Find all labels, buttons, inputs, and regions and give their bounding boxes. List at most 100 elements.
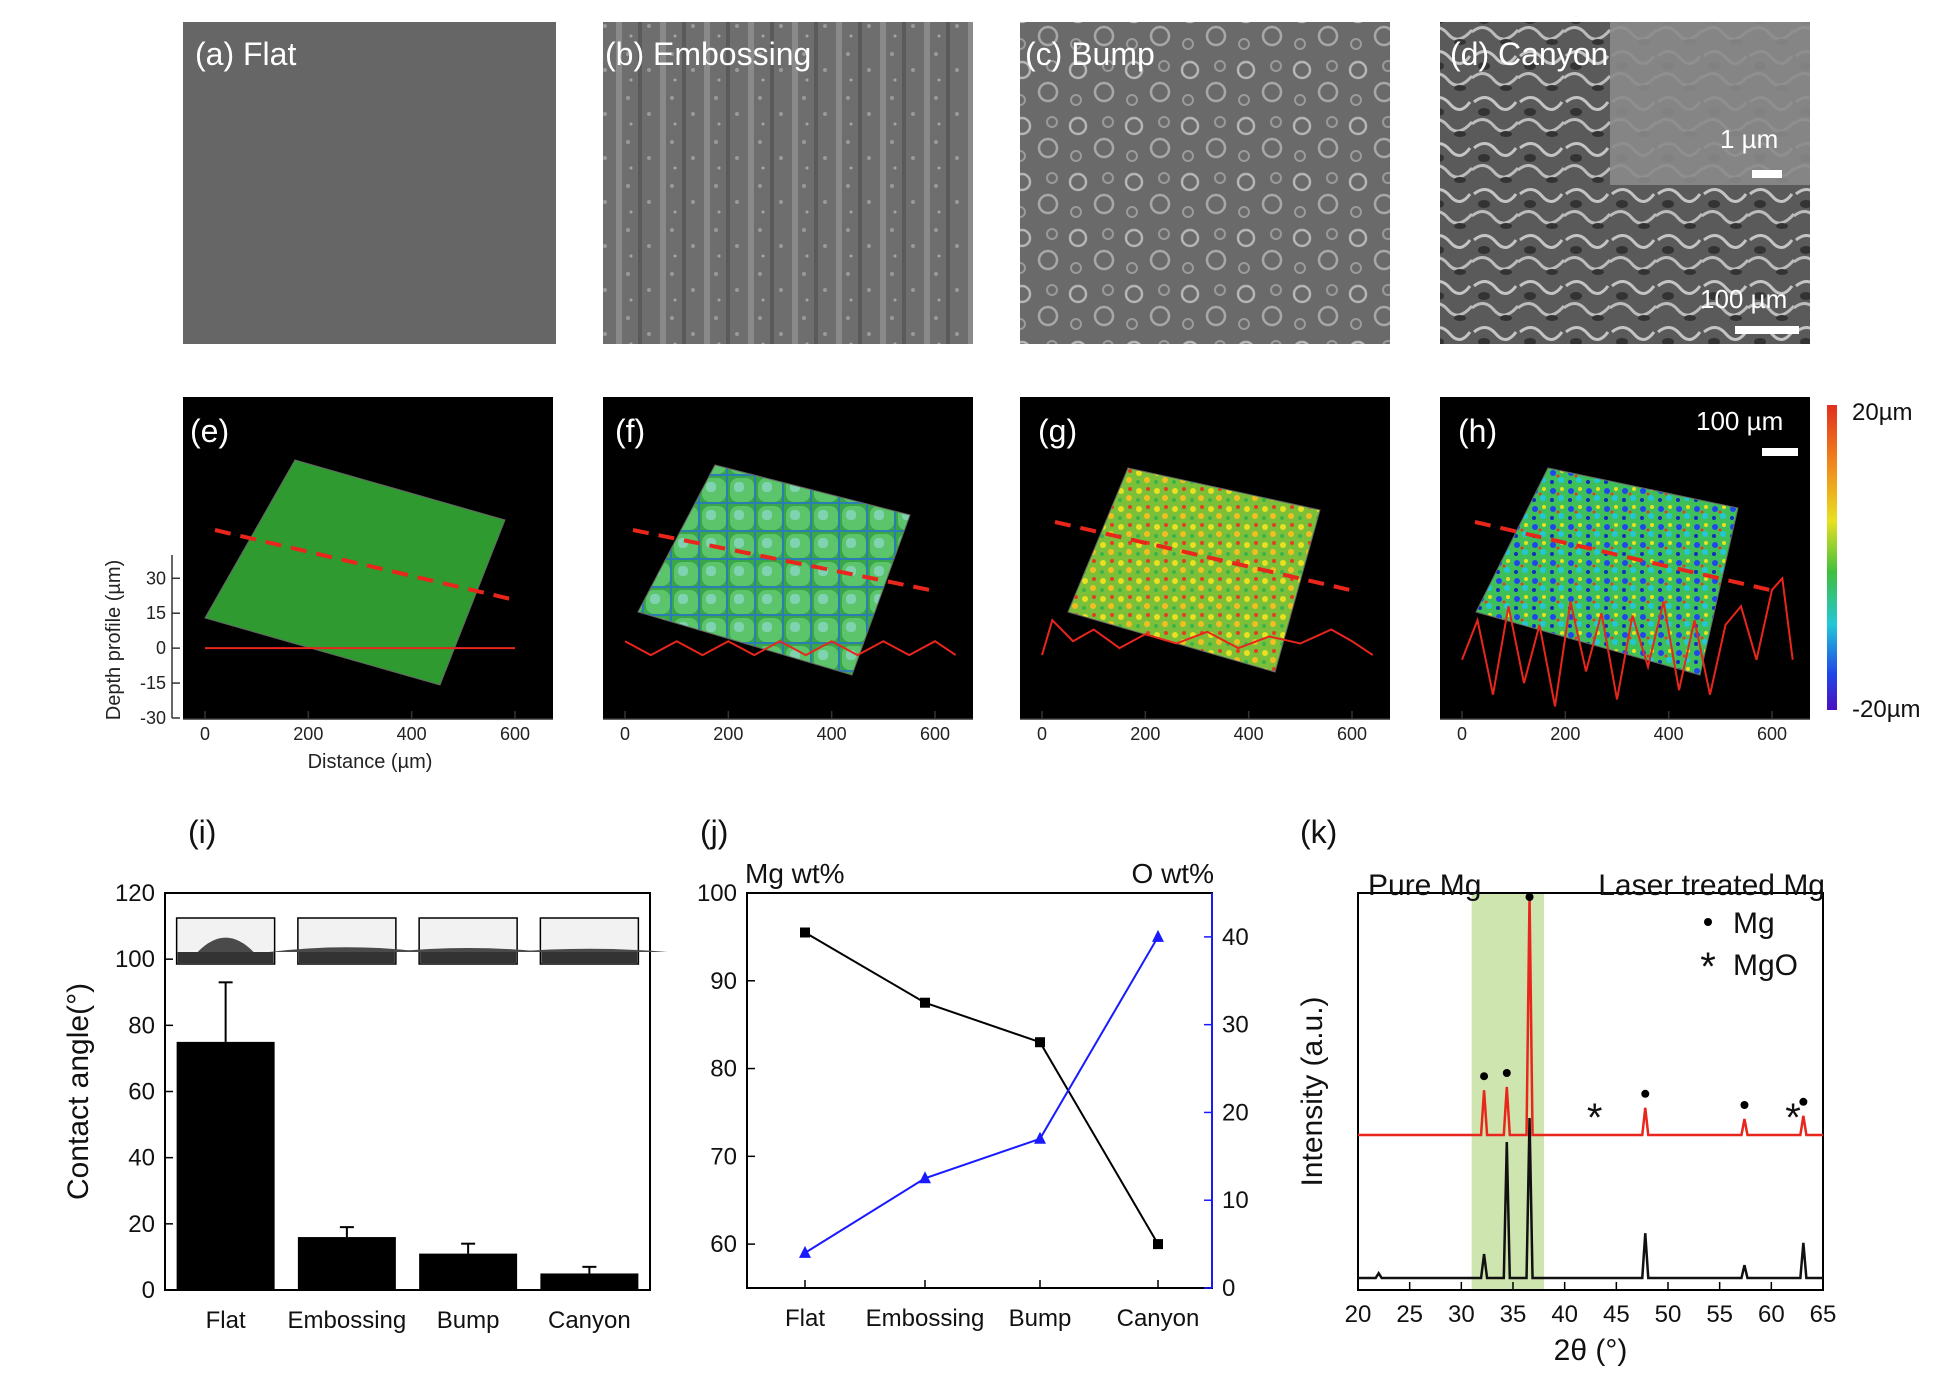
y-tick-label: 90: [710, 968, 737, 995]
data-point: [1034, 1131, 1046, 1144]
mg-peak-marker: [1740, 1101, 1749, 1109]
y-tick-label: 100: [115, 946, 155, 973]
legend-mgo-marker: *: [1700, 945, 1716, 989]
xrd-chart: 20 25 30 35 40 45 50 55 60 65 * * Pure Mg Laser treat…: [1296, 869, 1836, 1367]
x-tick-label: 0: [1457, 724, 1467, 744]
sem-panel-embossing: (b) Embossing: [603, 22, 973, 344]
profile-label-e: (e): [190, 413, 229, 449]
y-tick-label: 0: [142, 1277, 155, 1304]
colorbar-max-label: 20µm: [1852, 399, 1913, 426]
profile-label-h: (h): [1458, 413, 1497, 449]
series-label-laser: Laser treated Mg: [1598, 869, 1825, 902]
x-tick-label: 600: [1337, 724, 1367, 744]
x-tick-label: 40: [1551, 1301, 1578, 1328]
droplet-shape: [268, 947, 425, 952]
left-axis-label: Mg wt%: [745, 858, 845, 889]
x-tick-label: 400: [397, 724, 427, 744]
sem-label-flat: (a) Flat: [195, 36, 296, 72]
depth-x-axis-title: Distance (µm): [308, 751, 433, 773]
sem-panel-flat: (a) Flat: [183, 22, 556, 344]
xrd-x-axis-title: 2θ (°): [1554, 1334, 1628, 1367]
x-tick-label: 600: [920, 724, 950, 744]
x-tick-label: 45: [1603, 1301, 1630, 1328]
y-tick-label: 60: [710, 1231, 737, 1258]
inset-scale-label: 1 µm: [1720, 124, 1778, 154]
x-tick-label: 20: [1345, 1301, 1372, 1328]
x-tick-label: Embossing: [288, 1307, 407, 1334]
y-right-tick-label: 40: [1222, 924, 1249, 951]
legend-mg-marker: [1704, 918, 1712, 926]
xrd-pattern: [1358, 1117, 1823, 1280]
droplet-substrate: [298, 952, 395, 963]
droplet-shape: [390, 948, 547, 952]
mg-peak-marker: [1641, 1089, 1650, 1098]
x-tick-label: Bump: [1009, 1305, 1072, 1332]
x-tick-label: 200: [1550, 724, 1580, 744]
x-tick-label: 0: [620, 724, 630, 744]
profile-panel-f: (f): [603, 397, 973, 719]
series-line: [804, 936, 1159, 1254]
panel-label-j: (j): [700, 814, 728, 850]
x-tick-label: 0: [1037, 724, 1047, 744]
x-tick-label: 25: [1396, 1301, 1423, 1328]
y-tick-label: -30: [140, 708, 166, 728]
y-right-tick-label: 10: [1222, 1187, 1249, 1214]
data-point: [799, 1245, 811, 1258]
y-tick-label: 80: [710, 1056, 737, 1083]
y-tick-label: 120: [115, 880, 155, 907]
data-point: [800, 927, 810, 938]
data-point: [920, 997, 930, 1008]
x-tick-label: Canyon: [1117, 1305, 1200, 1332]
depth-profile-line: [1461, 575, 1794, 707]
x-tick-label: Flat: [206, 1307, 246, 1334]
sem-inset: [1610, 22, 1810, 185]
x-tick-label: 55: [1706, 1301, 1733, 1328]
bar: [297, 1237, 396, 1290]
x-tick-label: 400: [1654, 724, 1684, 744]
mg-peak-marker: [1502, 1069, 1511, 1077]
x-tick-label: 200: [293, 724, 323, 744]
data-point: [1153, 1239, 1163, 1250]
y-right-tick-label: 0: [1222, 1275, 1235, 1302]
y-right-tick-label: 20: [1222, 1099, 1249, 1126]
x-tick-label: Embossing: [866, 1305, 985, 1332]
panel-label-i: (i): [188, 814, 216, 850]
depth-profile-line: [1041, 618, 1374, 656]
depth-y-axis-title: Depth profile (µm): [103, 560, 125, 720]
xrd-pattern: [1358, 894, 1823, 1137]
contact-angle-chart: 0 20 40 60 80 100 120 Flat Embossing Bump Canyon Co…: [62, 880, 668, 1334]
mg-peak-marker: [1799, 1097, 1808, 1106]
y-right-tick-label: 30: [1222, 1012, 1249, 1039]
y-tick-label: 100: [697, 880, 737, 907]
y-tick-label: 80: [128, 1012, 155, 1039]
y-tick-label: 0: [156, 638, 166, 658]
data-point: [1152, 929, 1164, 942]
droplet-substrate: [541, 952, 638, 963]
profile-scale-bar: [1762, 448, 1798, 456]
x-tick-label: 50: [1655, 1301, 1682, 1328]
sem-scale-bar: [1735, 326, 1799, 334]
sem-panel-canyon: (d) Canyon 1 µm 100 µm: [1440, 22, 1810, 344]
inset-scale-bar: [1752, 170, 1782, 178]
panel-label-k: (k): [1300, 814, 1337, 850]
y-tick-label: 15: [146, 603, 166, 623]
mgo-peak-marker: *: [1785, 1096, 1801, 1140]
plot-frame: [746, 892, 1213, 1289]
x-tick-label: 200: [1130, 724, 1160, 744]
droplet-substrate: [420, 952, 517, 963]
series-label-pure: Pure Mg: [1368, 869, 1481, 902]
x-tick-label: 200: [713, 724, 743, 744]
x-tick-label: 0: [200, 724, 210, 744]
mgo-peak-marker: *: [1587, 1096, 1603, 1140]
colorbar: 20µm -20µm: [1827, 399, 1921, 723]
mg-peak-marker: [1525, 893, 1534, 901]
sem-panel-bump: (c) Bump: [1020, 22, 1390, 344]
composition-chart: 60 70 80 90 100 0 10 20 30 40 Flat Embossing Bump Can…: [697, 858, 1249, 1332]
x-tick-label: 400: [1234, 724, 1264, 744]
y-tick-label: 30: [146, 568, 166, 588]
x-tick-label: 600: [500, 724, 530, 744]
x-tick-label: 400: [817, 724, 847, 744]
y-tick-label: -15: [140, 673, 166, 693]
colorbar-min-label: -20µm: [1852, 696, 1921, 723]
